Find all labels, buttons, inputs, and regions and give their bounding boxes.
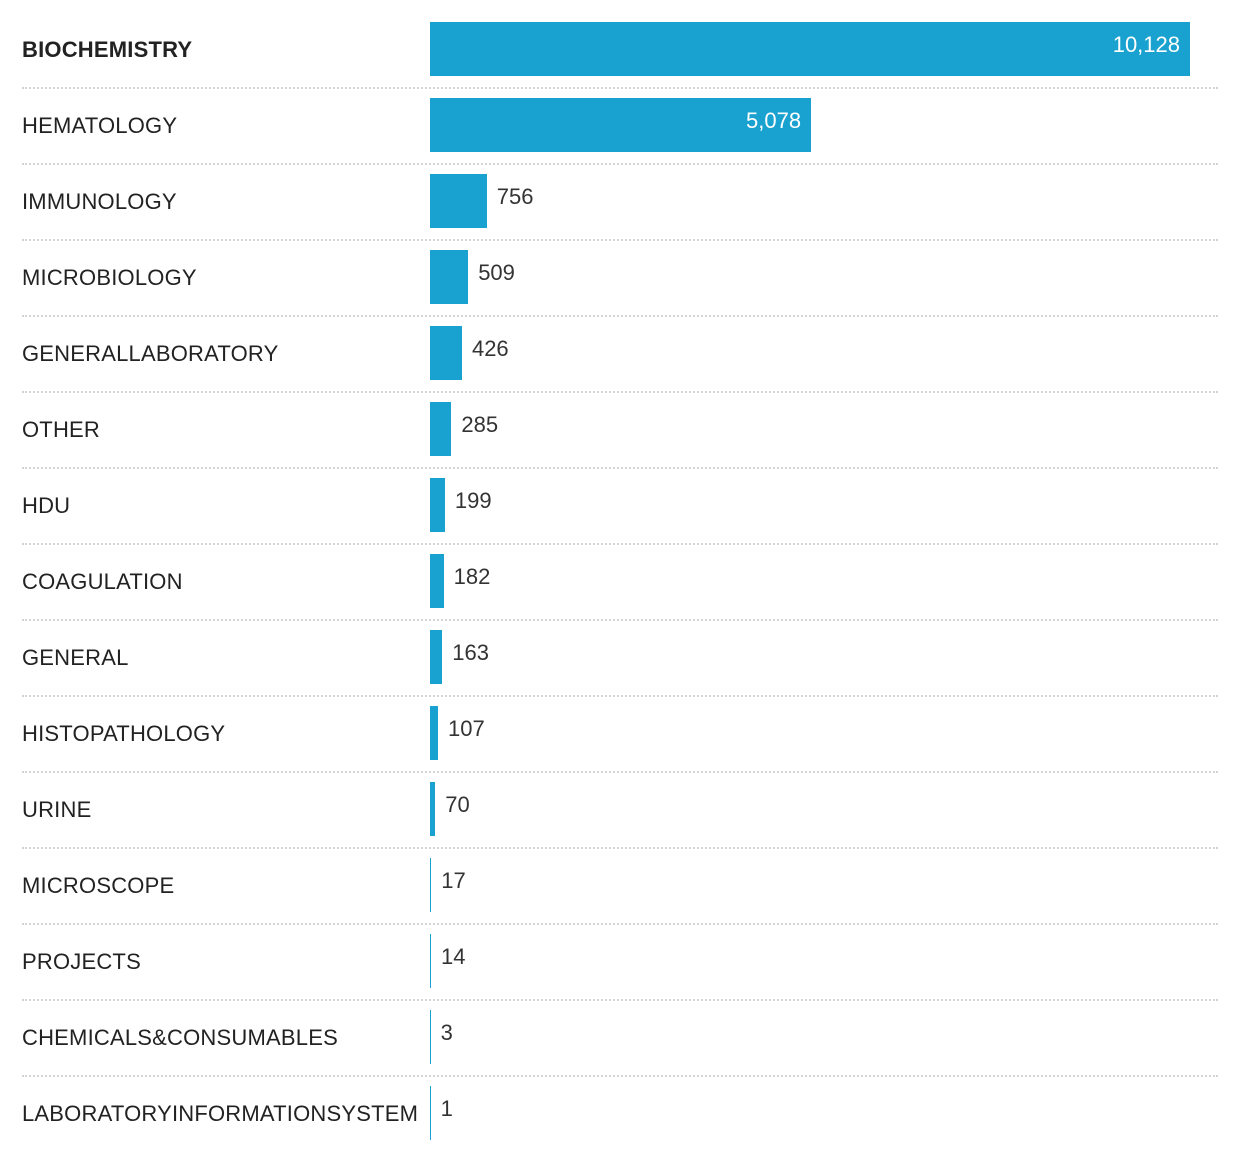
- bar: [430, 402, 452, 456]
- value-label: 426: [471, 336, 509, 361]
- category-label: COAGULATION: [22, 569, 183, 594]
- value-label: 756: [496, 184, 534, 209]
- bar-row: IMMUNOLOGY 756: [22, 174, 1218, 250]
- bar-row: BIOCHEMISTRY 10,128: [22, 22, 1218, 98]
- value-label: 5,078: [746, 108, 802, 133]
- bar-row: URINE 70: [22, 782, 1218, 858]
- bar-row: LABORATORYINFORMATIONSYSTEM 1: [22, 1086, 1218, 1162]
- bar-row: PROJECTS 14: [22, 934, 1218, 1010]
- bar-row: CHEMICALS&CONSUMABLES 3: [22, 1010, 1218, 1086]
- bar: [430, 1010, 431, 1064]
- category-label: HEMATOLOGY: [22, 113, 178, 138]
- bar: [430, 250, 469, 304]
- category-label: GENERAL: [22, 645, 129, 670]
- value-label: 10,128: [1112, 32, 1180, 57]
- bar-row: COAGULATION 182: [22, 554, 1218, 630]
- bar: [430, 478, 445, 532]
- bar-row: MICROSCOPE 17: [22, 858, 1218, 934]
- bar: [430, 1086, 431, 1140]
- category-label: IMMUNOLOGY: [22, 189, 177, 214]
- category-label: CHEMICALS&CONSUMABLES: [22, 1025, 338, 1050]
- category-label: LABORATORYINFORMATIONSYSTEM: [22, 1101, 419, 1126]
- row-divider: [22, 87, 1218, 89]
- bar: [430, 98, 812, 152]
- row-divider: [22, 619, 1218, 621]
- bar: [430, 554, 444, 608]
- category-label: HDU: [22, 493, 71, 518]
- bar-row: HISTOPATHOLOGY 107: [22, 706, 1218, 782]
- category-label: MICROBIOLOGY: [22, 265, 197, 290]
- value-label: 17: [441, 868, 466, 893]
- category-label: BIOCHEMISTRY: [22, 37, 193, 62]
- row-divider: [22, 163, 1218, 165]
- row-divider: [22, 771, 1218, 773]
- bar: [430, 326, 462, 380]
- value-label: 163: [452, 640, 489, 665]
- value-label: 70: [445, 792, 470, 817]
- bar-row: MICROBIOLOGY 509: [22, 250, 1218, 326]
- category-label: GENERALLABORATORY: [22, 341, 279, 366]
- bar-row: GENERALLABORATORY 426: [22, 326, 1218, 402]
- value-label: 1: [440, 1096, 453, 1121]
- row-divider: [22, 999, 1218, 1001]
- value-label: 182: [453, 564, 491, 589]
- row-divider: [22, 847, 1218, 849]
- value-label: 199: [454, 488, 492, 513]
- bar-row: GENERAL 163: [22, 630, 1218, 706]
- bar: [430, 174, 487, 228]
- category-label: OTHER: [22, 417, 100, 442]
- row-divider: [22, 923, 1218, 925]
- row-divider: [22, 467, 1218, 469]
- bar: [430, 706, 439, 760]
- row-divider: [22, 239, 1218, 241]
- row-divider: [22, 1075, 1218, 1077]
- bar-row: HDU 199: [22, 478, 1218, 554]
- row-divider: [22, 695, 1218, 697]
- row-divider: [22, 391, 1218, 393]
- category-label: MICROSCOPE: [22, 873, 175, 898]
- category-label: URINE: [22, 797, 92, 822]
- bar: [430, 782, 436, 836]
- bar: [430, 630, 443, 684]
- bar-row: OTHER 285: [22, 402, 1218, 478]
- bar: [430, 22, 1190, 76]
- value-label: 14: [441, 944, 466, 969]
- row-divider: [22, 543, 1218, 545]
- bar-row: HEMATOLOGY 5,078: [22, 98, 1218, 174]
- value-label: 107: [448, 716, 485, 741]
- bar: [430, 858, 432, 912]
- value-label: 509: [478, 260, 515, 285]
- bar: [430, 934, 432, 988]
- category-label: HISTOPATHOLOGY: [22, 721, 226, 746]
- category-label: PROJECTS: [22, 949, 141, 974]
- value-label: 3: [440, 1020, 453, 1045]
- value-label: 285: [461, 412, 499, 437]
- row-divider: [22, 315, 1218, 317]
